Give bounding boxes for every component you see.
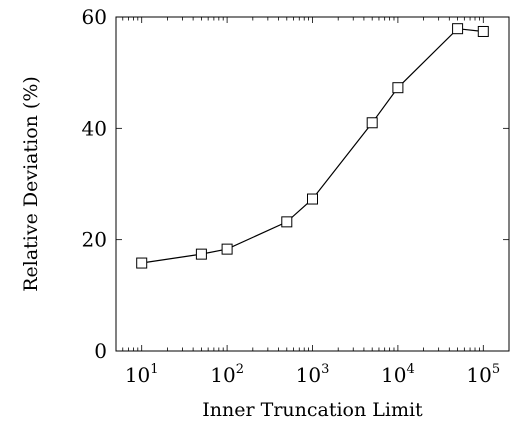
series-line (141, 28, 484, 264)
data-point-marker (307, 193, 318, 205)
data-markers (136, 23, 489, 269)
x-tick-label: 104 (381, 362, 415, 387)
data-point-marker (281, 216, 293, 228)
y-tick-label: 20 (82, 228, 107, 252)
data-point-marker (136, 257, 148, 269)
x-tick-labels: 101 102 103 104 105 (125, 362, 500, 387)
y-tick-labels: 0 20 40 60 (82, 5, 107, 363)
axis-ticks (115, 16, 510, 352)
data-point-marker (452, 23, 464, 35)
data-point-marker (366, 117, 378, 129)
y-tick-label: 60 (82, 5, 107, 29)
y-axis-label: Relative Deviation (%) (20, 76, 42, 292)
x-tick-label: 105 (466, 362, 500, 387)
x-tick-label: 102 (210, 362, 244, 387)
data-point-marker (477, 25, 489, 37)
x-tick-label: 101 (125, 362, 159, 387)
y-tick-label: 0 (94, 339, 107, 363)
plot-frame (115, 16, 510, 352)
data-point-marker (392, 82, 404, 94)
x-tick-label: 103 (296, 362, 330, 387)
data-point-marker (195, 248, 207, 260)
data-point-marker (221, 243, 233, 255)
x-axis-label: Inner Truncation Limit (202, 399, 423, 421)
y-tick-label: 40 (82, 116, 107, 140)
